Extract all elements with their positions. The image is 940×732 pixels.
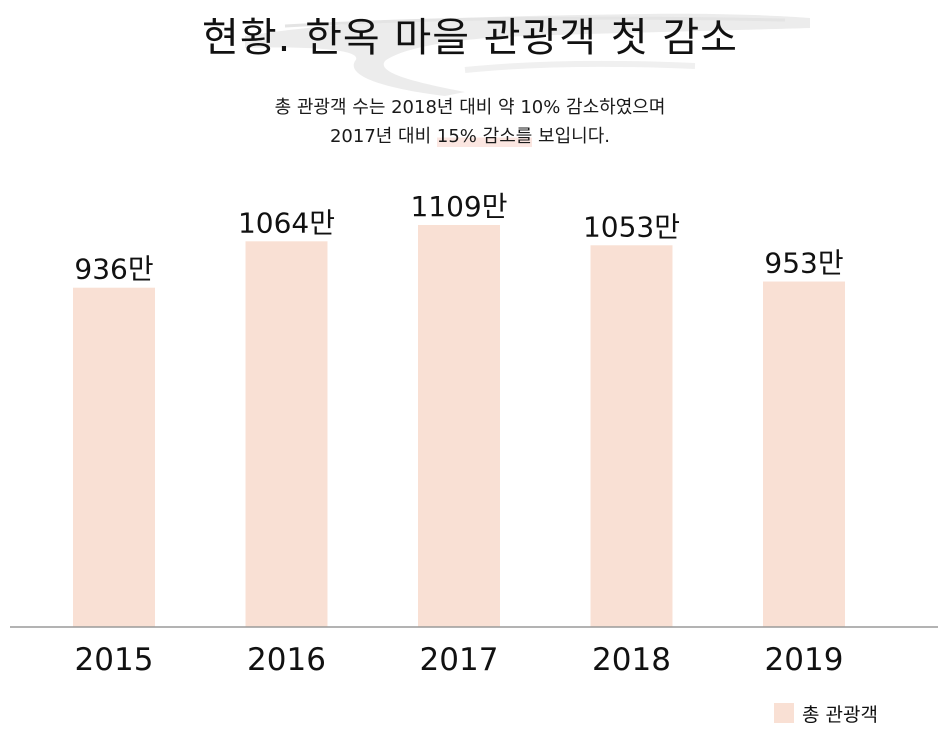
x-tick-label-2018: 2018 <box>592 642 671 678</box>
subtitle: 총 관광객 수는 2018년 대비 약 10% 감소하였으며 2017년 대비 … <box>0 93 940 151</box>
legend-label: 총 관광객 <box>802 703 878 726</box>
subtitle-line-1: 총 관광객 수는 2018년 대비 약 10% 감소하였으며 <box>274 97 666 118</box>
x-tick-label-2015: 2015 <box>75 642 154 678</box>
bar-2018 <box>590 245 673 627</box>
legend: 총 관광객 <box>774 700 878 726</box>
data-label-2015: 936만 <box>74 253 153 286</box>
bar-2019 <box>763 281 845 627</box>
subtitle-highlight: 15% 감소를 <box>436 126 533 147</box>
x-tick-label-2017: 2017 <box>420 642 499 678</box>
subtitle-line-2-prefix: 2017년 대비 <box>329 126 437 147</box>
x-tick-label-2016: 2016 <box>247 642 326 678</box>
x-tick-label-2019: 2019 <box>765 642 844 678</box>
bar-2016 <box>245 241 328 628</box>
data-label-2018: 1053만 <box>583 210 680 243</box>
data-label-2019: 953만 <box>764 247 843 280</box>
data-label-2016: 1064만 <box>238 206 335 239</box>
legend-swatch <box>774 703 794 723</box>
data-label-2017: 1109만 <box>410 190 507 223</box>
brush-stroke-decoration <box>245 13 810 97</box>
subtitle-line-2: 2017년 대비 15% 감소를 보입니다. <box>0 122 940 151</box>
bar-2017 <box>418 224 500 628</box>
bar-2015 <box>73 287 155 627</box>
subtitle-line-2-suffix: 보입니다. <box>532 126 611 147</box>
page-title: 현황. 한옥 마을 관광객 첫 감소 <box>202 15 738 61</box>
